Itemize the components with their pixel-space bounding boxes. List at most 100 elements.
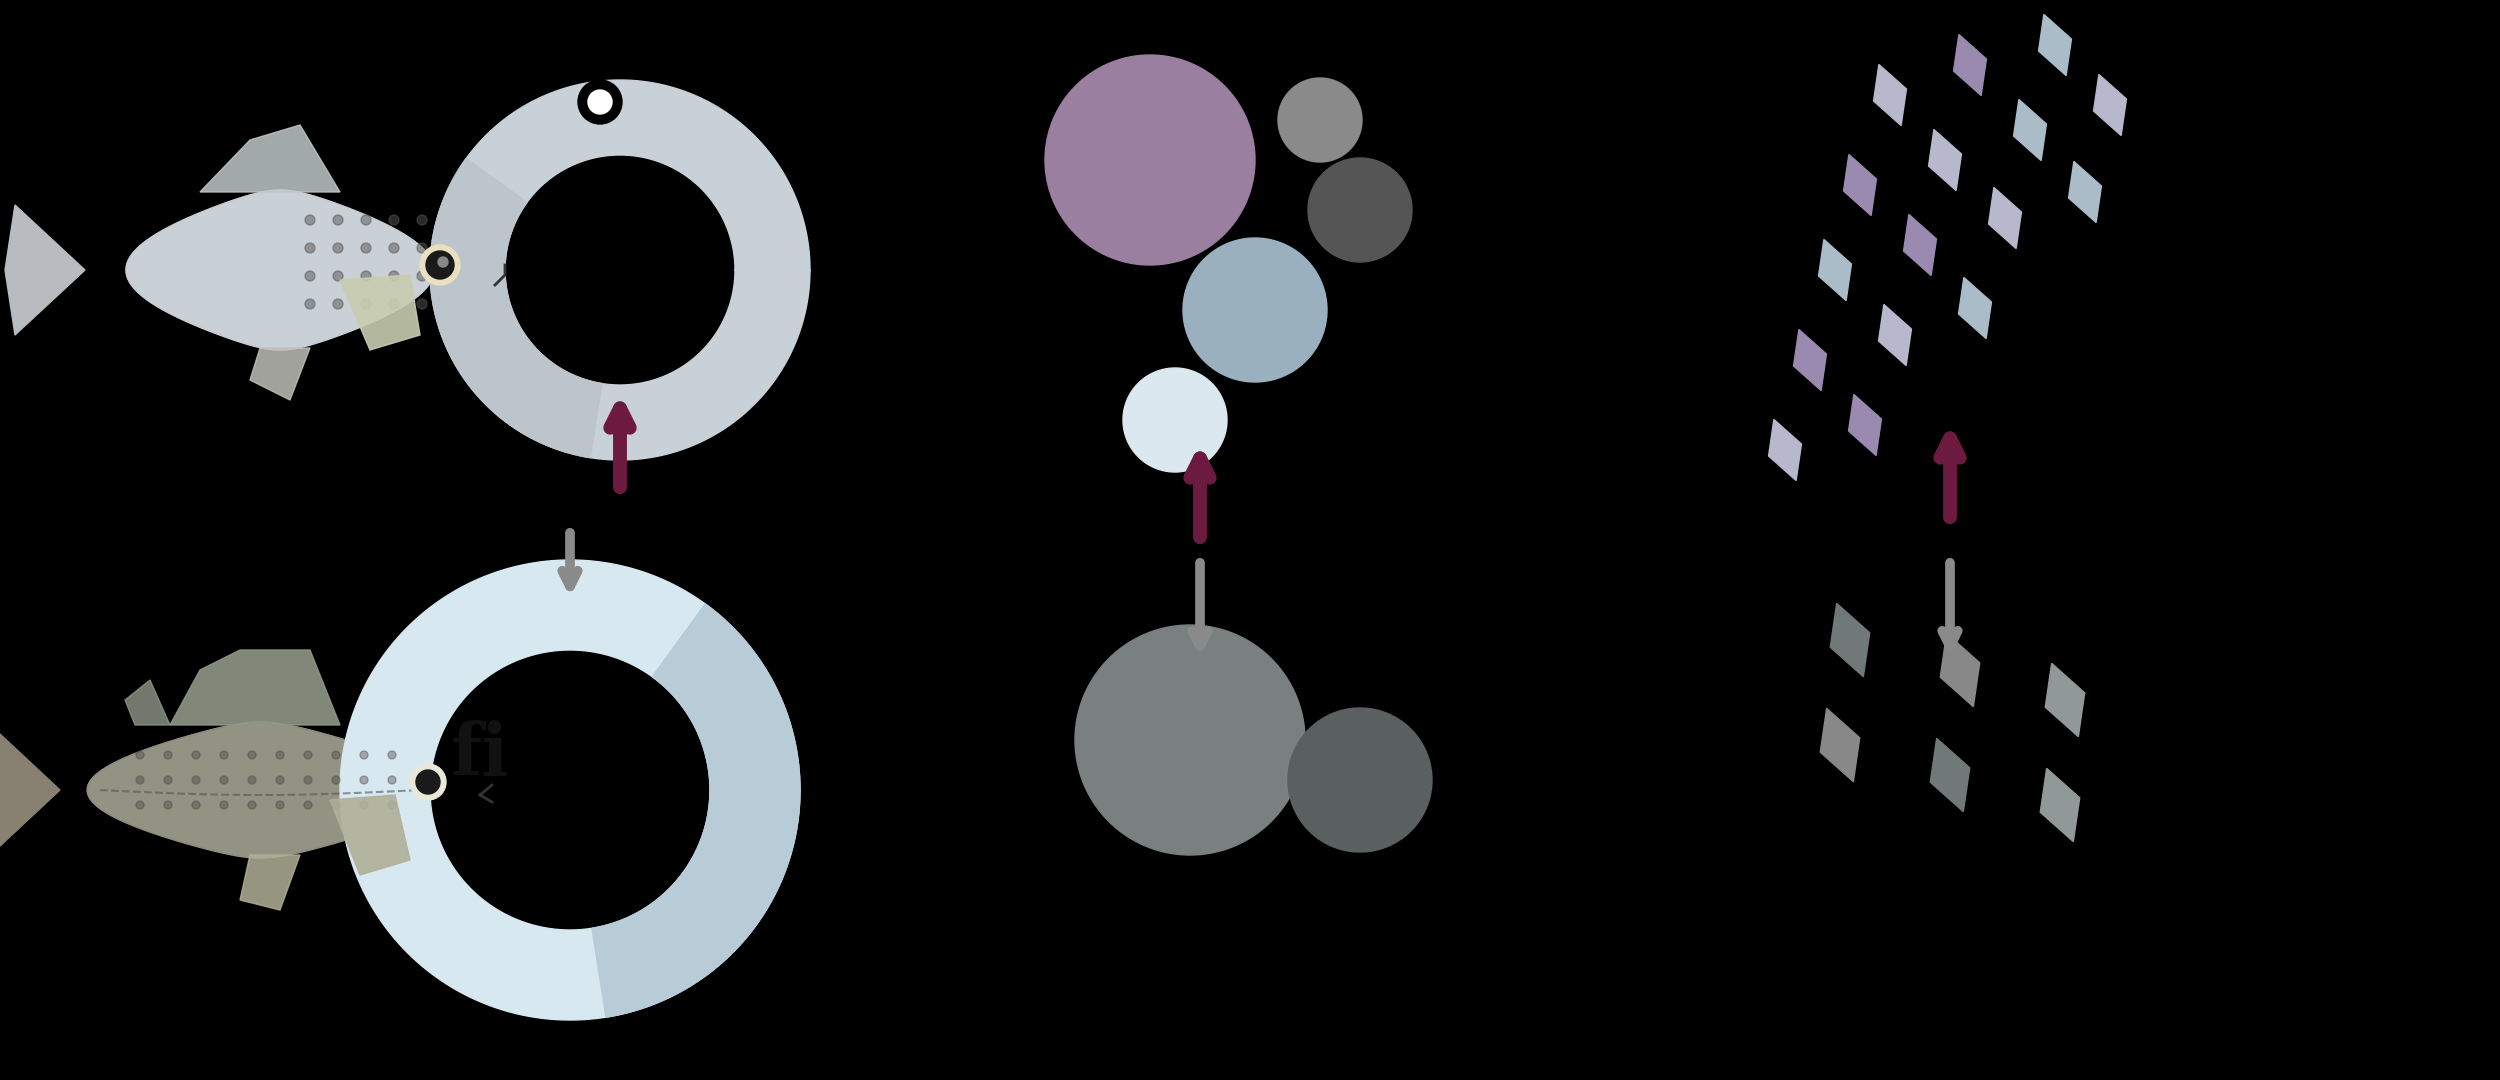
Circle shape [410,764,445,800]
Polygon shape [88,723,432,858]
Circle shape [390,215,400,225]
Circle shape [220,777,228,784]
Polygon shape [1818,240,1852,300]
Polygon shape [2013,99,2048,161]
Circle shape [305,271,315,281]
Circle shape [360,801,368,809]
Circle shape [332,243,342,253]
Polygon shape [2068,161,2102,222]
Polygon shape [1878,305,1912,365]
Circle shape [220,801,228,809]
Circle shape [388,751,395,759]
Polygon shape [5,205,85,335]
Circle shape [418,215,428,225]
Circle shape [390,299,400,309]
Circle shape [248,777,255,784]
Polygon shape [2040,768,2080,841]
Circle shape [360,751,368,759]
Circle shape [360,215,370,225]
Circle shape [418,243,428,253]
Circle shape [305,777,312,784]
Polygon shape [1278,78,1362,162]
Circle shape [388,777,395,784]
Polygon shape [1288,708,1432,852]
Circle shape [165,777,172,784]
Polygon shape [1820,708,1860,782]
Circle shape [305,801,312,809]
Circle shape [472,271,482,281]
Circle shape [248,801,255,809]
Polygon shape [1045,55,1255,265]
Polygon shape [2045,663,2085,737]
Circle shape [425,251,455,279]
Circle shape [305,751,312,759]
Polygon shape [1075,625,1305,855]
Circle shape [360,271,370,281]
Circle shape [360,777,368,784]
Polygon shape [1958,278,1992,338]
Circle shape [332,801,340,809]
Circle shape [445,299,455,309]
Circle shape [305,215,315,225]
Circle shape [578,80,622,124]
Polygon shape [240,855,300,910]
Text: fi: fi [450,719,510,791]
Circle shape [192,751,200,759]
Polygon shape [170,650,340,725]
Circle shape [332,751,340,759]
Circle shape [165,751,172,759]
Circle shape [472,215,482,225]
Polygon shape [430,159,602,458]
Polygon shape [340,561,800,1020]
Circle shape [438,257,448,267]
Circle shape [360,243,370,253]
Circle shape [305,243,315,253]
Polygon shape [1308,158,1412,262]
Circle shape [332,271,342,281]
Circle shape [135,751,145,759]
Circle shape [332,299,342,309]
Circle shape [390,243,400,253]
Polygon shape [0,720,60,860]
Circle shape [135,801,145,809]
Circle shape [332,777,340,784]
Circle shape [360,299,370,309]
Circle shape [472,299,482,309]
Polygon shape [1182,238,1328,382]
Polygon shape [330,795,410,875]
Circle shape [445,243,455,253]
Polygon shape [340,275,420,350]
Polygon shape [125,190,435,350]
Polygon shape [125,680,170,725]
Polygon shape [1122,368,1228,472]
Circle shape [445,271,455,281]
Circle shape [445,215,455,225]
Circle shape [472,243,482,253]
Polygon shape [1872,65,1908,125]
Polygon shape [1902,215,1938,275]
Circle shape [332,215,342,225]
Polygon shape [1930,739,1970,812]
Circle shape [418,299,428,309]
Circle shape [275,801,285,809]
Circle shape [220,751,228,759]
Circle shape [390,271,400,281]
Circle shape [418,271,428,281]
Polygon shape [200,125,340,192]
Polygon shape [1792,329,1828,391]
Polygon shape [2037,14,2072,76]
Circle shape [388,801,395,809]
Circle shape [248,751,255,759]
Circle shape [192,801,200,809]
Polygon shape [88,723,432,858]
Polygon shape [1768,419,1802,481]
Polygon shape [1940,633,1980,706]
Circle shape [420,245,460,285]
Circle shape [165,801,172,809]
Polygon shape [125,190,435,350]
Circle shape [415,770,440,794]
Circle shape [192,777,200,784]
Polygon shape [430,80,810,460]
Circle shape [588,90,612,114]
Polygon shape [2092,75,2128,136]
